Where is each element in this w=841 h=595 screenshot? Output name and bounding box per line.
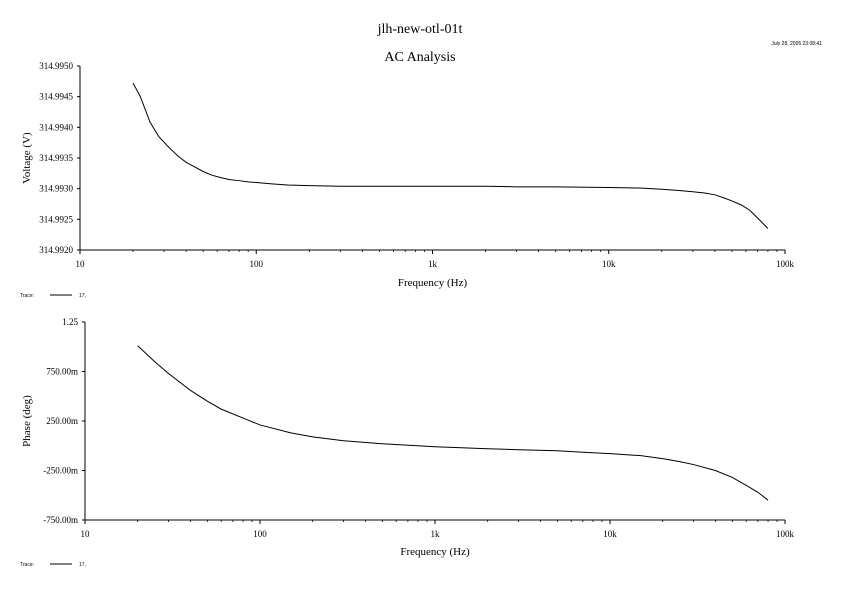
chart1-legend-entry: 17, (79, 562, 86, 568)
chart0-y-tick-label-3: 314.9935 (39, 153, 73, 163)
chart0-y-tick-label-0: 314.9920 (39, 245, 73, 255)
chart0-x-tick-label-0: 10 (76, 259, 86, 269)
chart1-series-line-0 (137, 345, 769, 501)
chart0-x-tick-label-3: 10k (602, 259, 616, 269)
chart1-y-tick-label-4: 1.25 (62, 317, 78, 327)
chart0-x-tick-label-2: 1k (428, 259, 438, 269)
chart0-y-tick-label-2: 314.9930 (39, 184, 73, 194)
chart0-y-tick-label-1: 314.9925 (39, 214, 73, 224)
chart-subtitle: AC Analysis (384, 50, 455, 65)
chart0-x-tick-label-1: 100 (250, 259, 264, 269)
chart0-x-axis-label: Frequency (Hz) (398, 277, 468, 289)
chart0-y-axis-label: Voltage (V) (21, 132, 33, 184)
chart1-y-tick-label-0: -750.00m (43, 515, 78, 525)
chart1-x-tick-label-3: 10k (603, 529, 617, 539)
chart1-legend-label: Trace: (20, 562, 34, 568)
chart1-y-tick-label-1: -250.00m (43, 466, 78, 476)
chart1-x-tick-label-2: 1k (431, 529, 441, 539)
chart0-y-tick-label-6: 314.9950 (39, 61, 73, 71)
voltage-plot: 314.9920 314.9925 314.9930 314.9935 314.9940… (20, 61, 795, 299)
chart0-y-tick-label-4: 314.9940 (39, 122, 73, 132)
chart1-x-axis-label: Frequency (Hz) (400, 546, 470, 558)
chart0-y-tick-label-5: 314.9945 (39, 92, 73, 102)
chart1-y-tick-label-2: 250.00m (46, 416, 78, 426)
chart0-x-tick-label-4: 100k (776, 259, 795, 269)
chart1-y-tick-label-3: 750.00m (46, 367, 78, 377)
chart0-legend-entry: 17, (79, 293, 86, 299)
chart1-x-tick-label-1: 100 (253, 529, 267, 539)
chart0-series-line-0 (132, 82, 769, 229)
chart1-y-axis-label: Phase (deg) (21, 395, 33, 447)
timestamp: July 28, 2005 23:08:41 (771, 41, 822, 47)
phase-plot: -750.00m -250.00m 250.00m 750.00m 1.25 10 100 1… (20, 317, 795, 568)
chart-title: jlh-new-otl-01t (377, 22, 463, 37)
chart0-legend-label: Trace: (20, 293, 34, 299)
chart1-x-tick-label-4: 100k (776, 529, 795, 539)
chart1-x-tick-label-0: 10 (81, 529, 91, 539)
